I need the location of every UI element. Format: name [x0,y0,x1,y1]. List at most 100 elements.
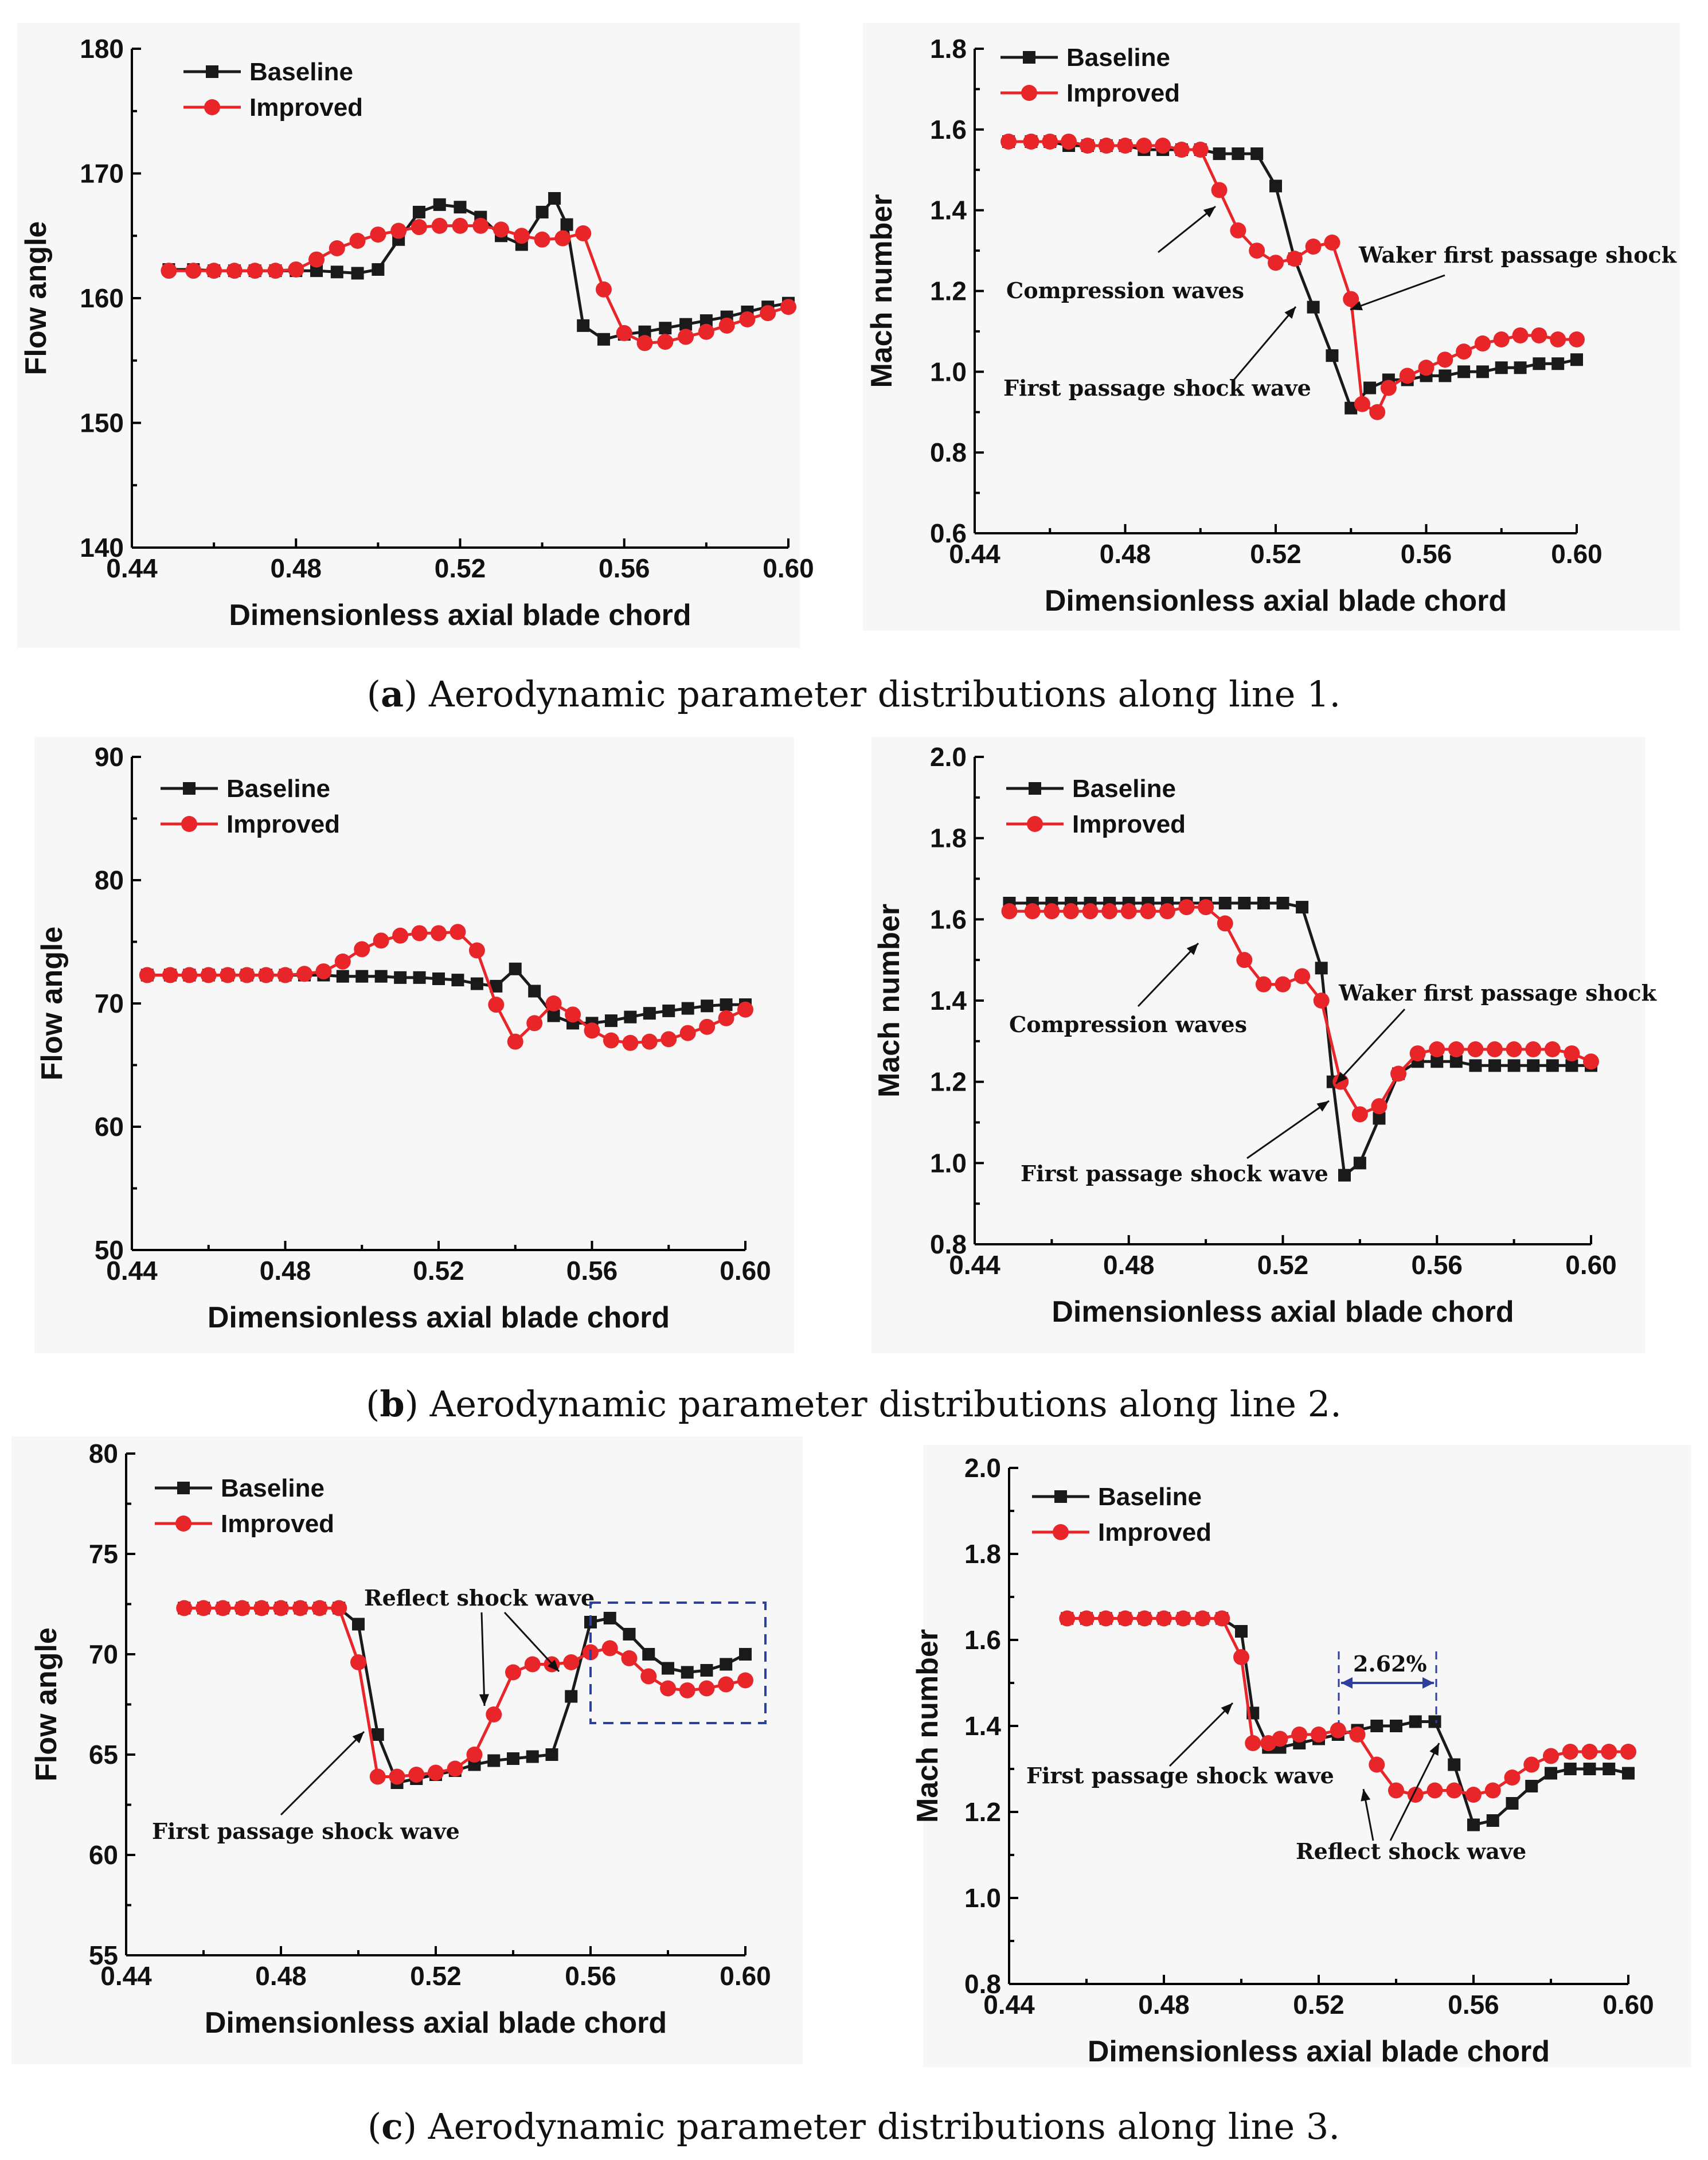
data-point-improved [389,1768,405,1785]
data-point-improved [1245,1735,1261,1751]
data-point-improved [1343,291,1359,307]
data-point-improved [595,281,612,298]
data-point-baseline [1390,1720,1402,1732]
y-tick-label: 1.8 [930,34,967,64]
data-point-baseline [1315,962,1328,975]
data-point-improved [636,335,653,351]
data-point-baseline [604,1014,617,1028]
y-axis-label: Mach number [873,904,906,1097]
y-tick-label: 1.8 [964,1539,1001,1569]
data-point-baseline [509,962,522,975]
data-point-baseline [1533,357,1546,370]
data-point-improved [411,925,428,942]
data-point-improved [1569,331,1585,347]
data-point-improved [329,240,345,256]
data-point-baseline [1506,1797,1519,1810]
data-point-improved [660,1680,676,1697]
data-point-baseline [352,1618,365,1631]
data-point-improved [277,967,294,983]
data-point-baseline [310,264,323,278]
legend-marker [1021,85,1037,101]
plot-background [863,23,1680,631]
annotation-arrowhead [479,1694,489,1706]
data-point-improved [373,932,389,949]
data-point-improved [292,1600,308,1616]
x-tick-label: 0.48 [1103,1250,1155,1280]
legend-label: Improved [249,93,363,122]
data-point-improved [253,1600,270,1616]
data-point-baseline [432,972,445,985]
y-axis-label: Mach number [865,194,898,388]
data-point-improved [392,927,409,944]
data-point-improved [1117,1610,1134,1627]
data-point-baseline [1232,147,1245,161]
annotation-label: Reflect shock wave [1296,1838,1526,1864]
chart-c-left: 0.44 0.48 0.52 0.56 0.60 55 60 65 70 75 80 Dimensio… [11,1436,803,2064]
data-point-improved [1550,331,1566,347]
x-tick-label: 0.52 [410,1961,462,1991]
data-point-improved [575,225,592,241]
data-point-improved [739,311,756,327]
data-point-improved [563,1654,580,1670]
y-tick-label: 1.8 [930,823,967,853]
data-point-baseline [528,985,541,998]
y-tick-label: 1.2 [964,1797,1001,1827]
data-point-baseline [1476,365,1489,378]
data-point-improved [349,232,366,249]
x-tick-label: 0.44 [949,539,1000,569]
annotation-label: Waker first passage shock [1358,242,1677,268]
legend-label: Baseline [1098,1483,1202,1511]
data-point-baseline [1514,361,1527,374]
data-point-improved [1467,1041,1484,1057]
data-point-improved [1523,1756,1540,1773]
data-point-improved [513,228,530,244]
data-point-baseline [577,319,590,332]
data-point-improved [621,1650,638,1666]
legend-item-improved: Improved [1000,79,1180,107]
chart-b-left: 0.44 0.48 0.52 0.56 0.60 50 60 70 80 90 Dimensionl… [34,737,794,1353]
data-point-improved [176,1600,193,1616]
data-point-baseline [1449,1055,1463,1068]
caption-a: (a) Aerodynamic parameter distributions … [367,673,1341,715]
y-tick-label: 170 [80,159,124,189]
data-point-baseline [560,218,573,231]
y-tick-label: 1.6 [964,1625,1001,1655]
data-point-baseline [330,265,343,279]
data-point-baseline [371,1728,384,1741]
y-tick-label: 50 [95,1235,124,1265]
data-point-baseline [659,322,672,335]
legend-marker [1027,816,1043,832]
data-point-baseline [487,1754,501,1767]
data-point-baseline [545,1748,558,1761]
data-point-baseline [1431,1055,1444,1068]
data-point-baseline [1373,1112,1386,1125]
data-point-baseline [536,205,549,218]
legend-marker [181,816,197,832]
x-axis-label: Dimensionless axial blade chord [205,2006,667,2040]
data-point-improved [185,263,202,279]
data-point-improved [196,1600,212,1616]
data-point-baseline [1525,1780,1538,1792]
data-point-improved [534,231,550,248]
legend-label: Baseline [249,58,353,86]
data-point-baseline [1326,349,1339,362]
data-point-improved [315,963,332,980]
legend-label: Baseline [226,775,330,803]
data-point-improved [1465,1787,1482,1803]
data-point-improved [1097,1610,1114,1627]
data-point-baseline [355,970,369,983]
annotation-arrowhead [1186,943,1198,955]
data-point-improved [1178,899,1195,916]
annotation-arrow [1137,942,1199,1007]
data-point-improved [1159,903,1175,920]
annotation-arrowhead [1336,1072,1348,1084]
data-point-improved [200,967,217,983]
data-point-baseline [470,977,483,990]
x-tick-label: 0.56 [565,1961,616,1991]
plot-background [923,1445,1691,2067]
data-point-improved [1255,976,1272,993]
data-point-improved [780,299,796,315]
x-axis-label: Dimensionless axial blade chord [1052,1295,1514,1329]
data-point-baseline [413,971,426,984]
data-point-improved [554,230,571,247]
